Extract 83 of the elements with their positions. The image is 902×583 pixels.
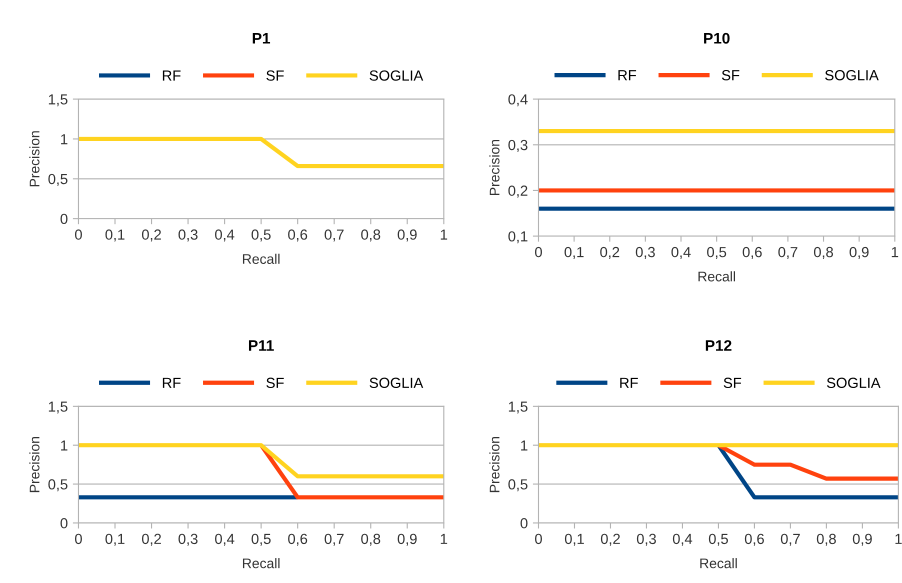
y-tick-label: 1 <box>61 440 68 450</box>
x-tick-label: 0 <box>74 229 82 240</box>
x-tick-label: 0,8 <box>361 229 380 242</box>
x-tick-label: 1 <box>440 534 448 544</box>
x-tick-label: 0,3 <box>636 246 655 259</box>
x-tick-label: 0,7 <box>778 246 798 259</box>
x-tick-label: 0,5 <box>252 534 271 546</box>
y-tick-label: 0,5 <box>48 479 68 492</box>
x-tick-label: 0,7 <box>324 229 344 242</box>
x-tick-label: 1 <box>892 247 898 258</box>
y-tick-label: 0 <box>520 518 528 528</box>
chart-title: P11 <box>248 340 274 351</box>
y-tick-label: 0,4 <box>508 94 528 106</box>
y-axis-title: Precision <box>29 436 40 492</box>
x-tick-label: 0,3 <box>636 534 656 546</box>
x-tick-label: 0,1 <box>105 229 124 242</box>
x-tick-label: 0,1 <box>105 534 124 546</box>
y-tick-label: 0,2 <box>508 186 528 198</box>
x-tick-label: 0,1 <box>564 534 584 546</box>
x-tick-label: 0 <box>535 246 542 258</box>
x-tick-label: 0,7 <box>780 534 800 546</box>
y-tick-label: 1,5 <box>48 402 68 414</box>
y-tick-label: 0,5 <box>508 479 528 492</box>
y-tick-label: 0 <box>60 214 68 224</box>
x-tick-label: 0,4 <box>215 534 234 546</box>
legend-label: SOGLIA <box>825 70 879 80</box>
x-tick-label: 0,8 <box>361 534 380 546</box>
y-tick-label: 1 <box>521 440 528 450</box>
y-tick-label: 1,5 <box>508 402 528 414</box>
legend-label: RF <box>618 70 636 80</box>
chart-title: P12 <box>706 340 732 351</box>
x-tick-label: 0,7 <box>324 534 344 546</box>
x-tick-label: 0,6 <box>744 534 764 546</box>
x-tick-label: 0,3 <box>178 534 198 546</box>
x-tick-label: 0,2 <box>600 246 620 259</box>
y-axis-title: Precision <box>489 436 500 492</box>
x-tick-label: 0,9 <box>398 229 417 242</box>
x-tick-label: 0,4 <box>672 534 692 546</box>
y-tick-label: 1,5 <box>48 94 68 106</box>
legend-label: SF <box>722 70 740 80</box>
x-tick-label: 0,8 <box>816 534 836 546</box>
legend-label: RF <box>162 378 181 388</box>
y-axis-title: Precision <box>29 131 40 186</box>
x-tick-label: 0,8 <box>814 246 834 259</box>
legend-label: RF <box>162 70 181 81</box>
x-tick-label: 0,9 <box>398 534 417 546</box>
x-tick-label: 0,2 <box>600 534 620 546</box>
x-tick-label: 0,9 <box>850 246 869 259</box>
x-tick-label: 0,4 <box>671 246 691 259</box>
y-tick-label: 1 <box>61 134 68 144</box>
legend-label: SF <box>266 70 284 81</box>
y-axis-title: Precision <box>489 140 500 196</box>
chart-title: P10 <box>704 32 730 44</box>
x-tick-label: 0 <box>74 534 82 544</box>
x-tick-label: 1 <box>440 230 448 240</box>
x-tick-label: 0,3 <box>178 229 198 242</box>
legend-label: SOGLIA <box>370 378 424 388</box>
x-tick-label: 0,6 <box>288 229 308 242</box>
x-tick-label: 0,5 <box>708 534 728 546</box>
legend-label: SF <box>266 378 284 388</box>
legend-label: SOGLIA <box>370 70 424 81</box>
x-axis-title: Recall <box>698 271 736 282</box>
x-axis-title: Recall <box>242 558 280 568</box>
legend-label: SOGLIA <box>826 378 881 388</box>
chart-title: P1 <box>252 33 270 44</box>
x-tick-label: 0,9 <box>852 534 872 546</box>
x-tick-label: 0,5 <box>707 246 726 259</box>
y-tick-label: 0,3 <box>508 140 528 152</box>
x-axis-title: Recall <box>700 558 737 568</box>
x-tick-label: 0,6 <box>742 246 762 259</box>
legend-label: RF <box>620 378 638 388</box>
x-tick-label: 0,6 <box>288 534 308 546</box>
x-tick-label: 0,2 <box>142 229 161 242</box>
x-tick-label: 0,4 <box>215 229 234 242</box>
x-tick-label: 1 <box>895 534 902 544</box>
legend-label: SF <box>724 378 742 388</box>
x-tick-label: 0,5 <box>252 229 271 242</box>
x-axis-title: Recall <box>242 254 280 264</box>
x-tick-label: 0,2 <box>142 534 161 546</box>
y-tick-label: 0,5 <box>48 174 68 186</box>
x-tick-label: 0,1 <box>564 246 584 259</box>
y-tick-label: 0 <box>60 518 68 528</box>
x-tick-label: 0 <box>535 534 542 544</box>
